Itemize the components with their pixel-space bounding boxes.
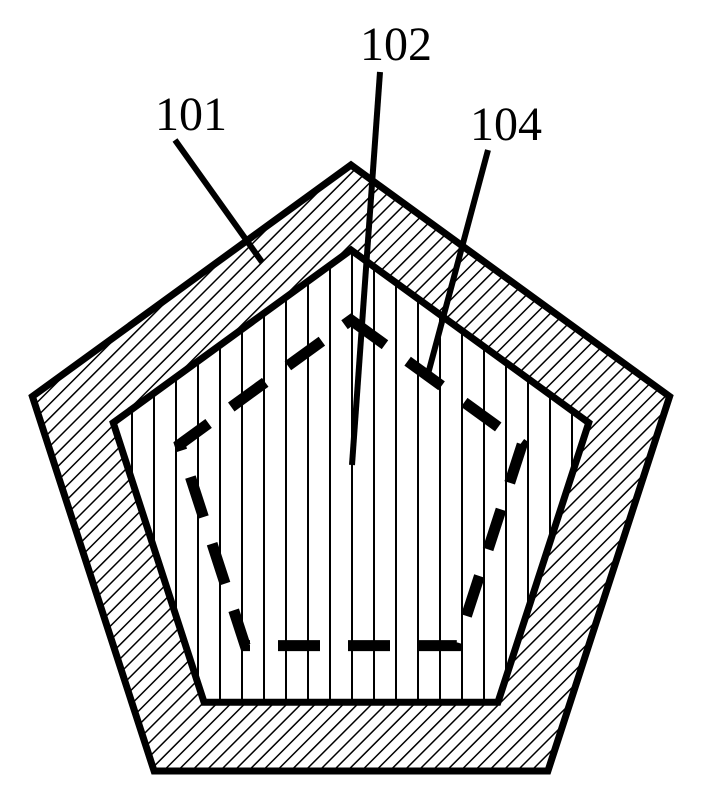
- label-104: 104: [470, 98, 542, 151]
- label-102: 102: [360, 18, 432, 71]
- diagram-svg: 101 102 104: [0, 0, 703, 804]
- label-101: 101: [155, 88, 227, 141]
- leader-line-101: [175, 140, 262, 262]
